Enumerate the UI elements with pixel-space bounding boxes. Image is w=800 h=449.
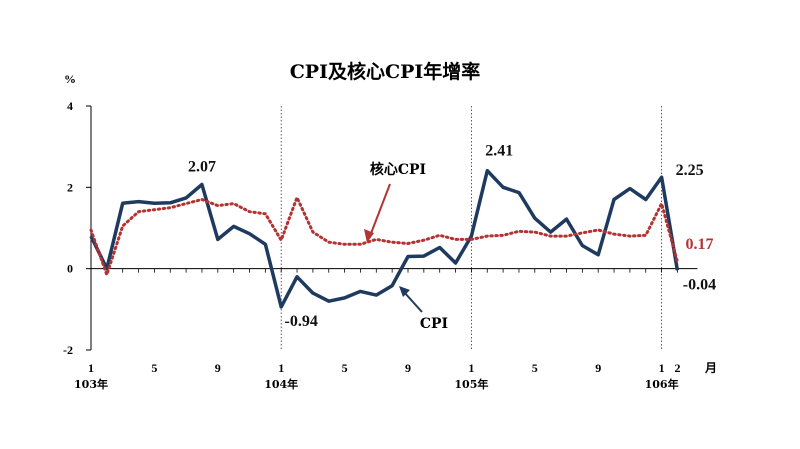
data-label: 0.17	[685, 236, 713, 253]
chart-title: CPI及核心CPI年增率	[290, 60, 481, 83]
data-labels: 2.07 -0.94 2.41 2.25 -0.04 0.17	[188, 143, 716, 330]
x-year-label: 106年	[645, 377, 679, 391]
y-tick-label: 2	[67, 180, 73, 194]
x-tick-label: 2	[674, 361, 680, 375]
data-label: 2.07	[188, 158, 216, 175]
core-cpi-series-line	[89, 196, 679, 277]
cpi-series-line	[89, 168, 680, 309]
cpi-arrow-shaft	[403, 291, 423, 313]
x-year-label: 105年	[454, 377, 488, 391]
core-cpi-arrow-shaft	[369, 183, 391, 237]
chart-series	[89, 168, 680, 309]
chart-gridlines	[280, 106, 662, 350]
y-axis-unit: %	[64, 72, 76, 86]
x-tick-label: 1	[468, 361, 474, 375]
data-label: 2.41	[485, 143, 513, 160]
y-tick-label: 4	[67, 99, 73, 113]
x-tick-label: 1	[278, 361, 284, 375]
x-year-label: 103年	[74, 377, 108, 391]
core-cpi-callout-label: 核心CPI	[370, 161, 426, 178]
x-tick-label: 5	[342, 361, 348, 375]
x-tick-label: 1	[659, 361, 665, 375]
x-tick-label: 9	[405, 361, 411, 375]
data-label: 2.25	[676, 162, 704, 179]
y-tick-label: 0	[67, 262, 73, 276]
y-axis-ticks: 4 2 0 -2	[63, 99, 91, 357]
data-label: -0.94	[285, 313, 318, 330]
x-tick-label: 5	[151, 361, 157, 375]
x-tick-label: 5	[532, 361, 538, 375]
x-tick-label: 9	[595, 361, 601, 375]
chart-axes	[90, 106, 698, 350]
x-axis-ticks: 1 103年 5 9 1 104年 5 9 1 105年 5 9 1 106年 2	[74, 361, 680, 391]
x-year-label: 104年	[264, 377, 298, 391]
x-axis-unit: 月	[704, 361, 717, 375]
data-label: -0.04	[683, 276, 716, 293]
y-tick-label: -2	[63, 343, 73, 357]
x-tick-label: 9	[215, 361, 221, 375]
cpi-callout-label: CPI	[420, 316, 448, 332]
series-callouts: 核心CPI CPI	[364, 161, 448, 332]
x-tick-label: 1	[88, 361, 94, 375]
core-cpi-arrowhead	[364, 229, 374, 243]
cpi-arrowhead	[399, 286, 410, 297]
